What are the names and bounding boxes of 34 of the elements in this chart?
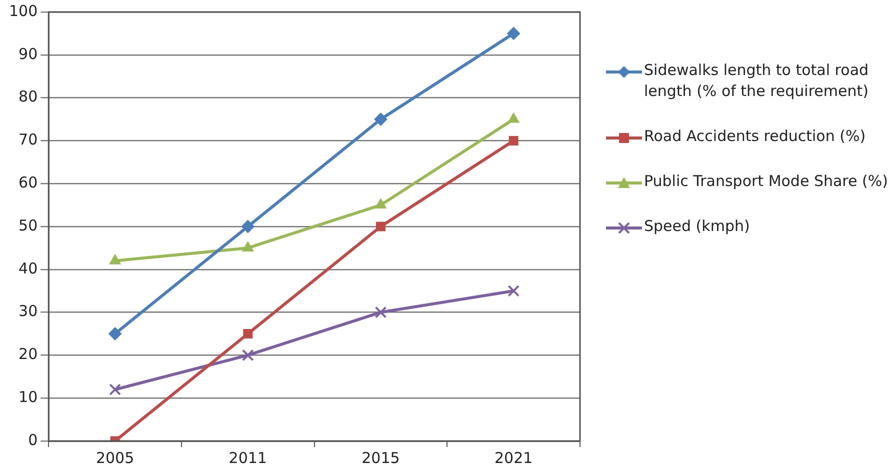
- y-tick-label: 10: [18, 388, 38, 406]
- y-tick-label: 50: [18, 216, 38, 234]
- y-tick-label: 80: [18, 88, 38, 106]
- point: [243, 329, 253, 338]
- x-tick-label: 2005: [96, 448, 134, 467]
- y-tick-label: 20: [18, 345, 38, 364]
- point: [108, 327, 122, 340]
- point: [374, 112, 388, 126]
- point: [508, 136, 518, 146]
- point: [507, 26, 520, 40]
- legend-label: Road Accidents reduction (%): [644, 126, 866, 147]
- x-tick-label: 2021: [494, 448, 533, 467]
- point: [374, 306, 387, 318]
- point: [376, 222, 386, 232]
- x-tick-label: 2011: [228, 448, 267, 467]
- y-tick-label: 30: [18, 302, 38, 320]
- point: [242, 349, 254, 362]
- legend-label: Public Transport Mode Share (%): [644, 171, 888, 192]
- y-tick-label: 0: [28, 430, 38, 449]
- y-tick-label: 90: [18, 44, 38, 63]
- y-tick-label: 40: [18, 259, 38, 278]
- y-tick-label: 100: [8, 2, 38, 20]
- x-tick-label: 2015: [362, 448, 400, 467]
- y-tick-label: 70: [18, 130, 38, 149]
- legend-label: Sidewalks length to total road length (% of the requirement): [644, 60, 870, 102]
- point: [508, 284, 520, 297]
- point: [109, 254, 121, 264]
- point: [508, 112, 520, 123]
- point: [241, 220, 254, 233]
- point: [109, 384, 121, 396]
- point: [242, 241, 254, 252]
- y-tick-label: 60: [18, 173, 38, 192]
- point: [375, 198, 386, 209]
- legend-label: Speed (kmph): [644, 216, 750, 237]
